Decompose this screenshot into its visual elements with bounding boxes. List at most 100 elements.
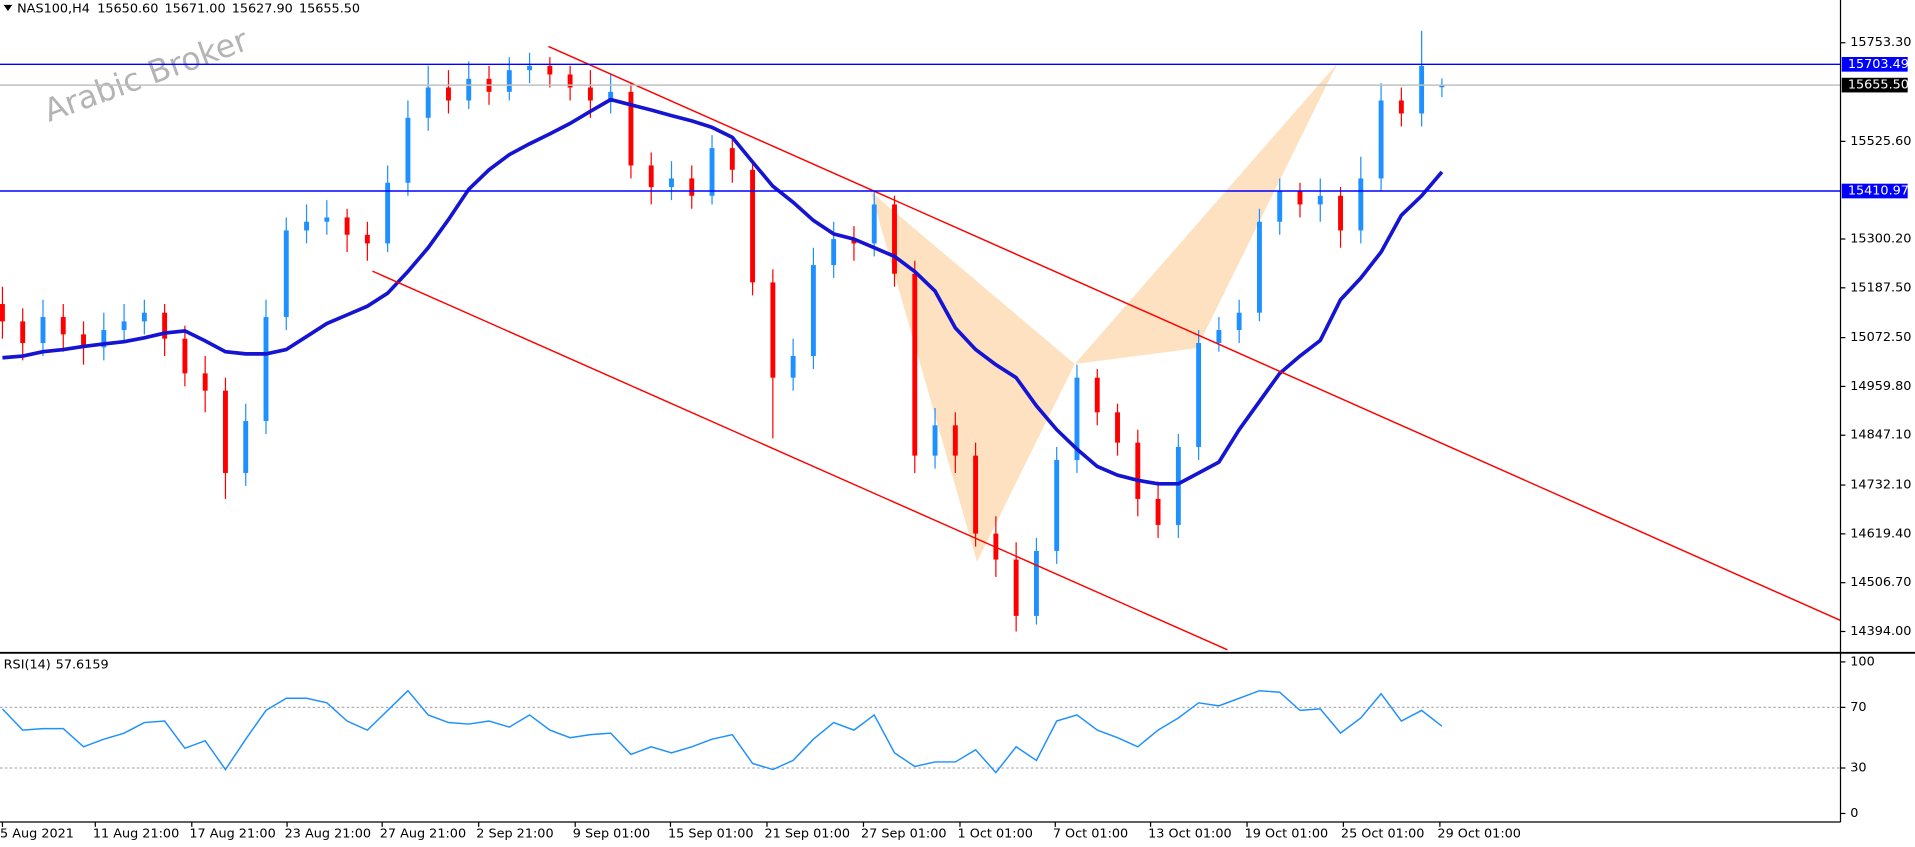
candle-body (871, 204, 877, 244)
harmonic-pattern (870, 191, 1075, 562)
candle-body (1358, 178, 1364, 231)
rsi-tick-label: 30 (1850, 761, 1866, 776)
rsi-tick-label: 0 (1850, 806, 1858, 821)
x-tick-label: 15 Sep 01:00 (668, 827, 754, 842)
candle-body (1317, 195, 1323, 205)
candle-body (790, 356, 796, 378)
candle-body (527, 65, 533, 71)
rsi-tick-label: 70 (1850, 700, 1866, 715)
candle-body (1216, 330, 1222, 344)
candle-body (466, 78, 472, 101)
candle-body (223, 390, 228, 473)
candle-body (689, 178, 695, 196)
y-tick-label: 14732.10 (1850, 478, 1911, 493)
candle-body (1236, 312, 1242, 331)
candle-body (973, 455, 979, 534)
candle-body (81, 334, 86, 348)
candle-body (608, 91, 614, 101)
candle-body (1033, 550, 1039, 616)
candle-body (1419, 65, 1425, 114)
level-label-box (1841, 56, 1908, 72)
trendline (372, 270, 1228, 651)
candle-body (1155, 498, 1161, 525)
candle-body (709, 148, 715, 196)
candle-body (121, 321, 127, 331)
candle-body (1013, 559, 1019, 616)
candle-body (851, 239, 857, 244)
x-tick-label: 11 Aug 21:00 (93, 827, 179, 842)
y-tick-label: 14506.70 (1850, 575, 1911, 590)
y-tick-label: 14394.00 (1850, 624, 1911, 639)
candle-body (202, 373, 208, 391)
x-tick-label: 2 Sep 21:00 (476, 827, 553, 842)
rsi-line (1, 689, 1443, 774)
candle-body (1135, 442, 1141, 499)
y-tick-label: 14959.80 (1850, 379, 1911, 394)
x-tick-label: 1 Oct 01:00 (958, 827, 1033, 842)
level-label: 15410.97 (1848, 184, 1909, 199)
candle-body (1439, 85, 1445, 88)
y-tick-label: 15753.30 (1850, 35, 1911, 50)
x-tick-label: 17 Aug 21:00 (189, 827, 275, 842)
candle-body (1256, 221, 1262, 313)
candle-body (20, 321, 26, 344)
y-tick-label: 15072.50 (1850, 330, 1911, 345)
candle-body (243, 420, 249, 473)
candle-body (40, 317, 46, 344)
x-tick-label: 13 Oct 01:00 (1148, 827, 1232, 842)
x-tick-label: 29 Oct 01:00 (1437, 827, 1521, 842)
trendline (548, 45, 1841, 622)
candle-body (1175, 446, 1181, 525)
candle-body (952, 425, 958, 456)
close-label: 15655.50 (299, 1, 360, 16)
candle-body (547, 65, 553, 75)
candle-body (669, 178, 674, 188)
y-tick-label: 15300.20 (1850, 231, 1911, 246)
candle-body (1115, 412, 1120, 443)
header: NAS100,H4 15650.60 15671.00 15627.90 15655.5… (17, 1, 360, 16)
candle-body (162, 312, 168, 339)
level-label-box (1841, 77, 1908, 93)
rsi-value: 57.6159 (56, 657, 109, 672)
candle-body (729, 148, 735, 170)
y-tick-label: 14619.40 (1850, 526, 1911, 541)
level-label: 15703.49 (1848, 57, 1909, 72)
candle-body (1054, 459, 1060, 551)
rsi-tick-label: 100 (1850, 654, 1874, 669)
candle-body (344, 217, 350, 235)
candle-body (628, 91, 634, 166)
menu-arrow[interactable] (3, 4, 13, 11)
candle-body (892, 204, 897, 274)
y-tick-label: 15525.60 (1850, 134, 1911, 149)
candle-body (405, 117, 411, 183)
candle-body (770, 282, 776, 378)
x-tick-label: 19 Oct 01:00 (1245, 827, 1329, 842)
candle-body (912, 273, 918, 456)
x-tick-label: 21 Sep 01:00 (765, 827, 851, 842)
candle-body (587, 87, 593, 101)
candle-body (324, 217, 330, 222)
candle-body (810, 265, 816, 357)
x-tick-label: 25 Oct 01:00 (1341, 827, 1425, 842)
candle-body (506, 70, 512, 92)
candle-body (750, 169, 756, 283)
candle-body (101, 330, 107, 348)
candle-body (1297, 191, 1303, 205)
candle-body (141, 312, 147, 322)
rsi-panel (0, 689, 1841, 774)
y-tick-label: 14847.10 (1850, 428, 1911, 443)
x-tick-label: 9 Sep 01:00 (573, 827, 650, 842)
candle-body (1094, 377, 1100, 413)
candle-body (1074, 377, 1080, 460)
candle-body (1398, 100, 1404, 114)
x-tick-label: 27 Aug 21:00 (380, 827, 466, 842)
candle-body (385, 182, 391, 244)
candle-body (304, 221, 309, 231)
candle-body (263, 317, 269, 421)
candle-body (425, 87, 431, 118)
rsi-header: RSI(14) 57.6159 (4, 657, 109, 672)
candle-body (446, 87, 451, 101)
